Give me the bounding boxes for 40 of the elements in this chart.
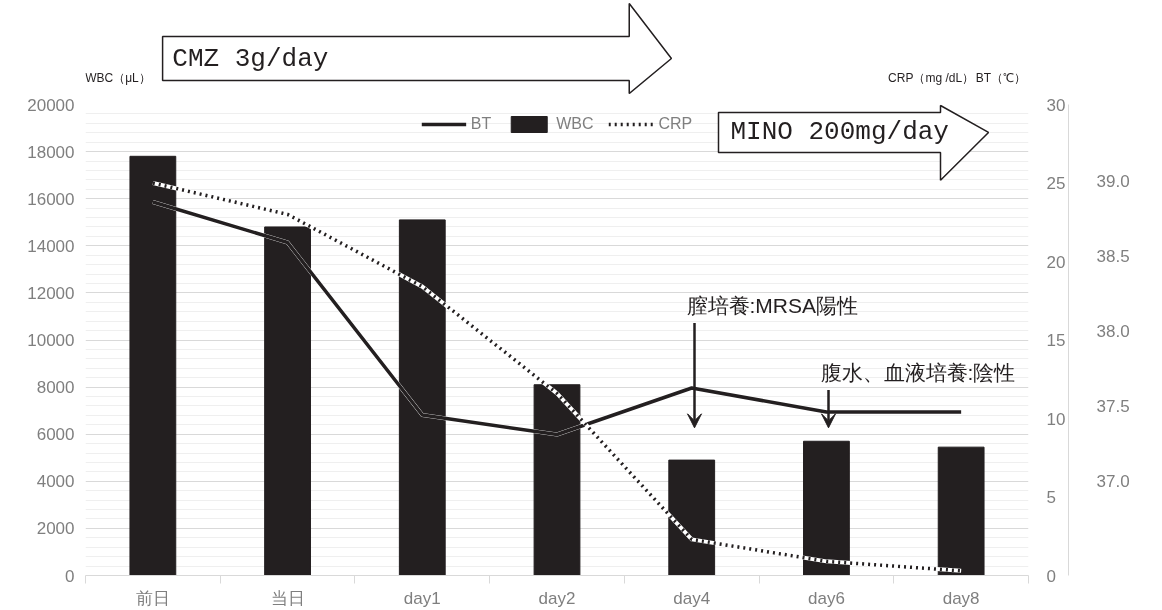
y-tick-label: 6000 — [36, 425, 75, 445]
legend-label: WBC — [556, 115, 594, 133]
y-tick-label: 14000 — [27, 236, 75, 256]
annotation: MINO 200mg/day — [730, 117, 949, 148]
y2-tick-label: 20 — [1046, 252, 1066, 272]
x-tick-label: day4 — [673, 588, 711, 608]
y-tick-label: 12000 — [27, 283, 75, 303]
legend-label: CRP — [658, 115, 693, 133]
y3-tick-label: 38.0 — [1096, 322, 1130, 341]
text: CMZ 3g/day — [172, 43, 329, 74]
y3-tick-label: 38.5 — [1096, 247, 1130, 266]
y-axis-title: WBC（μL） — [85, 70, 151, 85]
y3-tick-label: 37.0 — [1096, 472, 1130, 491]
annotation: 腹水、血液培養:陰性 — [820, 360, 1016, 384]
y-tick-label: 18000 — [27, 142, 75, 162]
y2-tick-label: 15 — [1046, 331, 1066, 350]
x-tick-label: day1 — [403, 588, 441, 608]
y2-axis-title: CRP（mg /dL） — [888, 70, 975, 85]
x-tick-label: day2 — [538, 588, 576, 608]
x-tick-label: 当日 — [270, 588, 305, 608]
y2-tick-label: 25 — [1046, 174, 1066, 193]
y-tick-label: 4000 — [36, 472, 75, 492]
y-tick-label: 10000 — [27, 331, 75, 350]
y-tick-label: 16000 — [27, 189, 75, 209]
y3-tick-label: 39.0 — [1096, 172, 1130, 191]
y-tick-label: 20000 — [27, 95, 75, 115]
y-tick-label: 2000 — [36, 519, 75, 539]
annotation: 膣培養:MRSA陽性 — [686, 294, 859, 318]
y-tick-label: 8000 — [36, 378, 75, 398]
y3-tick-label: 37.5 — [1096, 397, 1130, 416]
y3-axis-title: BT（℃） — [975, 70, 1027, 85]
x-tick-label: day6 — [808, 588, 845, 608]
y-tick-label: 0 — [65, 566, 75, 586]
legend-label: BT — [470, 115, 492, 133]
x-tick-label: day8 — [942, 588, 980, 608]
y2-tick-label: 10 — [1046, 409, 1066, 429]
y2-tick-label: 5 — [1046, 488, 1056, 507]
y2-tick-label: 0 — [1046, 566, 1056, 586]
x-tick-label: 前日 — [135, 588, 170, 608]
y2-tick-label: 30 — [1046, 95, 1066, 115]
